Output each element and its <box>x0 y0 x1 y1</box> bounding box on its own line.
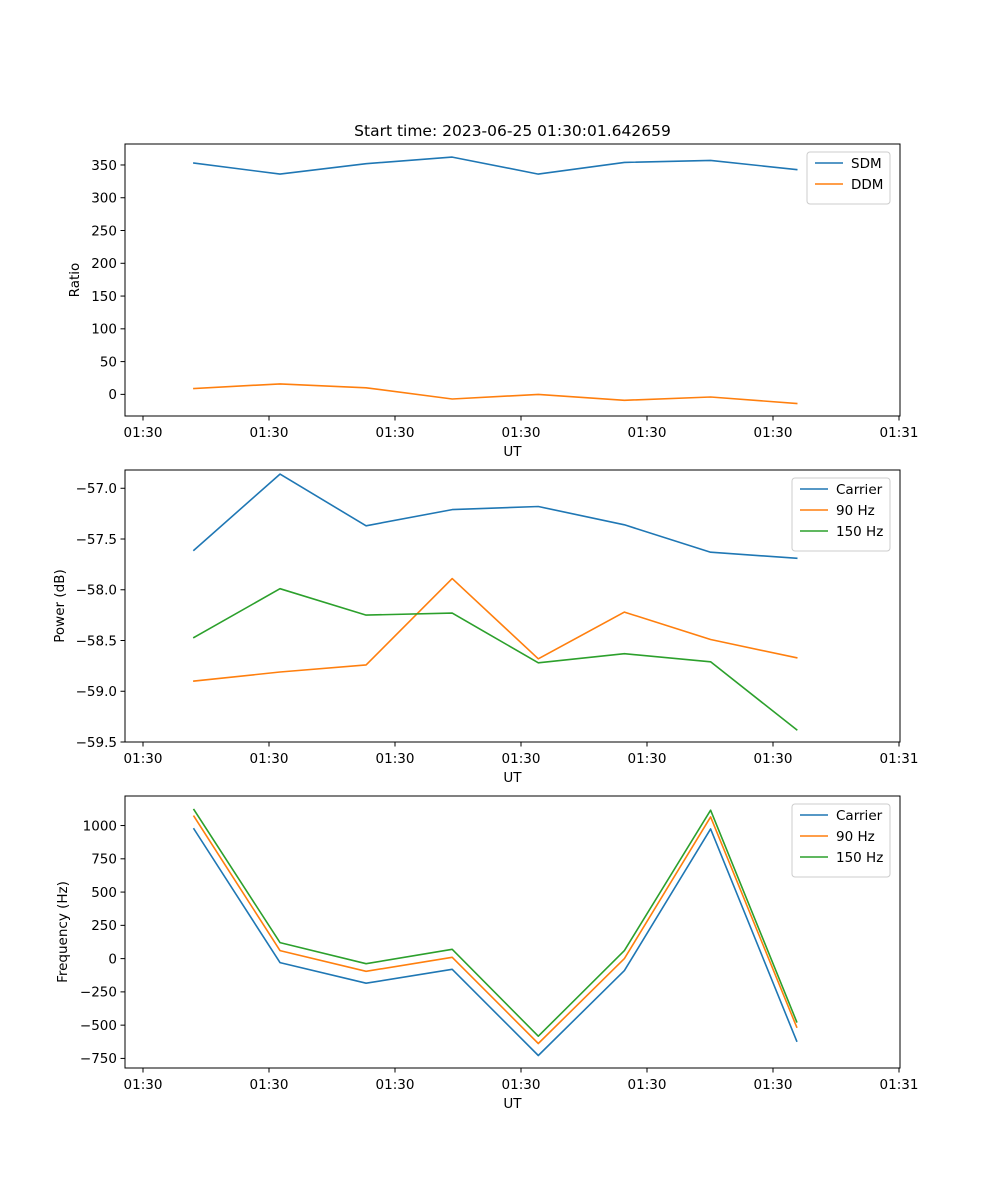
plot-frame <box>124 469 901 743</box>
plots-container: 0 50 100 150 200 250 300 350 01:30 01:30 01:30 01:3… <box>52 143 919 1112</box>
x-axis-label: UT <box>503 1096 522 1112</box>
x-tick-label: 01:30 <box>754 1077 793 1093</box>
legend: Carrier 90 Hz 150 Hz <box>791 803 891 878</box>
plot-frame <box>124 795 901 1069</box>
legend-box <box>791 803 891 878</box>
y-tick-label: −59.0 <box>76 684 117 700</box>
y-tick-label: 50 <box>100 354 117 370</box>
series-line-1-1 <box>193 156 798 175</box>
x-tick-label: 01:30 <box>376 751 415 767</box>
x-tick-label: 01:30 <box>502 751 541 767</box>
legend-label: 90 Hz <box>836 829 875 845</box>
legend-label: 150 Hz <box>836 850 883 866</box>
y-tick-label: −750 <box>80 1051 117 1067</box>
y-tick-label: −59.5 <box>76 735 117 751</box>
x-tick-label: 01:30 <box>754 751 793 767</box>
series-line-2-2 <box>193 577 798 682</box>
y-tick-label: −500 <box>80 1018 117 1034</box>
x-tick-label: 01:30 <box>124 425 163 441</box>
y-tick-label: 250 <box>91 223 117 239</box>
subplot-1: 0 50 100 150 200 250 300 350 01:30 01:30 01:30 01:3… <box>67 143 919 460</box>
series-line-1-2 <box>193 383 798 405</box>
x-tick-label: 01:30 <box>250 751 289 767</box>
series-line-3-1 <box>192 827 798 1057</box>
series-line-2-1 <box>192 473 798 560</box>
legend-label: DDM <box>851 177 883 193</box>
y-tick-label: 1000 <box>83 818 117 834</box>
x-tick-label: 01:30 <box>502 1077 541 1093</box>
y-tick-label: 300 <box>91 191 117 207</box>
y-tick-label: 0 <box>108 387 117 403</box>
y-tick-label: −58.0 <box>76 583 117 599</box>
x-axis-label: UT <box>503 770 522 786</box>
series-line-3-2 <box>192 815 798 1045</box>
series-line-2-3 <box>192 587 798 731</box>
y-axis-label: Ratio <box>67 263 83 298</box>
legend: SDM DDM <box>806 151 891 205</box>
y-tick-label: −57.0 <box>76 481 117 497</box>
y-axis-label: Power (dB) <box>52 569 68 642</box>
y-tick-label: 250 <box>91 918 117 934</box>
legend-label: SDM <box>851 156 882 172</box>
legend-label: Carrier <box>836 482 883 498</box>
x-tick-label: 01:31 <box>880 425 919 441</box>
legend-box <box>806 151 891 205</box>
y-tick-label: 750 <box>91 852 117 868</box>
y-tick-label: 200 <box>91 256 117 272</box>
legend: Carrier 90 Hz 150 Hz <box>791 477 891 552</box>
x-tick-label: 01:30 <box>124 751 163 767</box>
plot-frame <box>124 143 901 417</box>
x-tick-label: 01:30 <box>250 1077 289 1093</box>
y-axis-label: Frequency (Hz) <box>55 881 71 983</box>
y-tick-label: 350 <box>91 158 117 174</box>
x-tick-label: 01:30 <box>628 1077 667 1093</box>
subplot-3: −750 −500 −250 0 250 500 750 1000 01:30 01:30 01:3… <box>55 795 919 1112</box>
y-tick-label: 500 <box>91 885 117 901</box>
y-tick-label: 100 <box>91 322 117 338</box>
series-line-3-3 <box>192 808 798 1037</box>
legend-box <box>791 477 891 552</box>
x-tick-label: 01:30 <box>628 751 667 767</box>
x-tick-label: 01:30 <box>754 425 793 441</box>
y-tick-label: −250 <box>80 985 117 1001</box>
legend-label: Carrier <box>836 808 883 824</box>
x-tick-label: 01:30 <box>250 425 289 441</box>
x-tick-label: 01:30 <box>502 425 541 441</box>
x-tick-label: 01:31 <box>880 1077 919 1093</box>
x-tick-label: 01:31 <box>880 751 919 767</box>
x-tick-label: 01:30 <box>376 425 415 441</box>
x-tick-label: 01:30 <box>124 1077 163 1093</box>
chart-title: Start time: 2023-06-25 01:30:01.642659 <box>354 122 671 140</box>
y-tick-label: −57.5 <box>76 532 117 548</box>
y-tick-label: 0 <box>108 951 117 967</box>
x-tick-label: 01:30 <box>628 425 667 441</box>
legend-label: 90 Hz <box>836 503 875 519</box>
x-axis-label: UT <box>503 444 522 460</box>
subplot-2: −59.5 −59.0 −58.5 −58.0 −57.5 −57.0 01:30 01:30… <box>52 469 919 786</box>
y-tick-label: −58.5 <box>76 633 117 649</box>
x-tick-label: 01:30 <box>376 1077 415 1093</box>
y-tick-label: 150 <box>91 289 117 305</box>
legend-label: 150 Hz <box>836 524 883 540</box>
